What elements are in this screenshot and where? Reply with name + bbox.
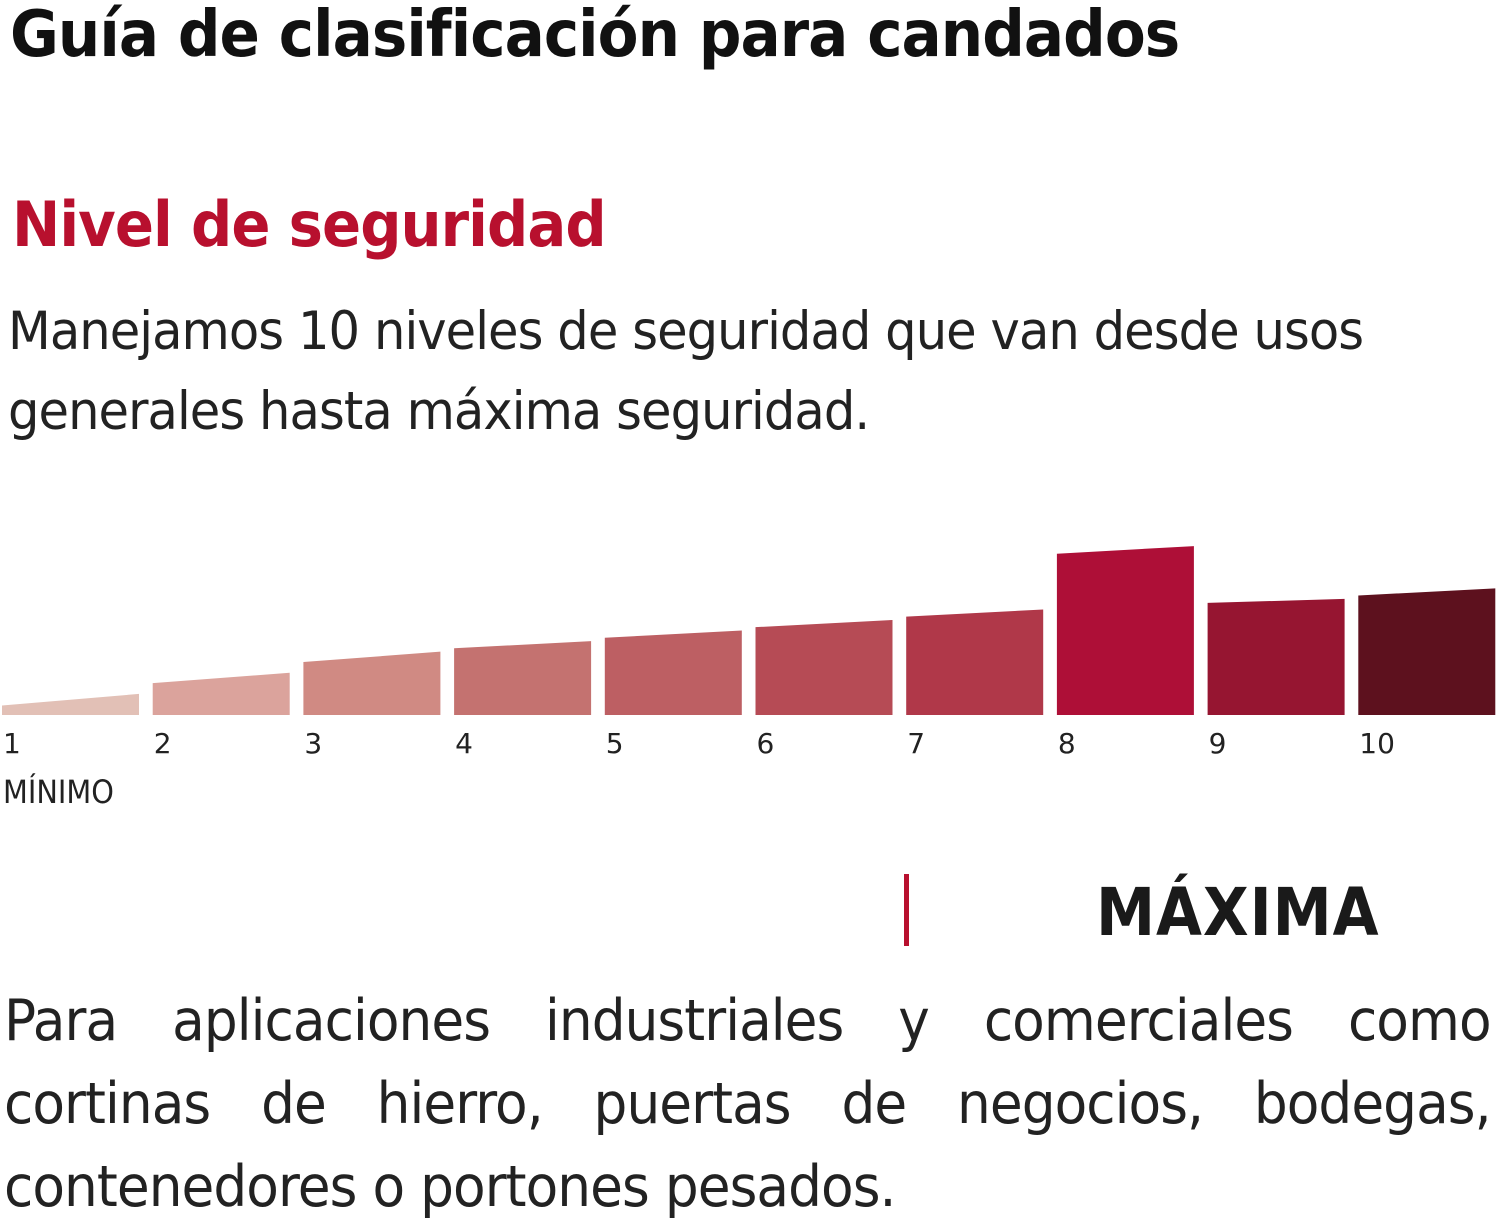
bar-level-2 [152,672,290,715]
tick-label-1: 1 [3,727,21,760]
minimum-label: MÍNIMO [3,773,114,811]
tick-label-2: 2 [154,727,172,760]
level-divider [904,874,909,946]
tick-label-8: 8 [1058,727,1076,760]
security-level-chart: 1 2 3 4 5 6 7 8 9 10 [2,546,1496,760]
intro-text: Manejamos 10 niveles de seguridad que va… [8,301,1364,442]
bar-level-10 [1358,588,1496,715]
level-name: MÁXIMA [1096,874,1380,951]
tick-label-3: 3 [304,727,322,760]
page-title: Guía de clasificación para candados [10,0,1180,72]
bar-level-6 [755,620,893,715]
tick-label-10: 10 [1359,727,1395,760]
bar-level-1 [2,693,139,715]
bar-level-3 [303,651,441,715]
bar-level-5 [604,630,742,715]
section-title: Nivel de seguridad [12,188,607,261]
tick-label-6: 6 [757,727,775,760]
tick-label-4: 4 [455,727,473,760]
bar-level-4 [454,641,592,715]
tick-label-5: 5 [606,727,624,760]
bar-level-9 [1207,598,1345,715]
tick-label-7: 7 [907,727,925,760]
tick-label-9: 9 [1209,727,1227,760]
bar-level-8 [1056,546,1194,715]
level-description: Para aplicaciones industriales y comerci… [4,988,1492,1220]
bar-level-7 [906,609,1044,715]
